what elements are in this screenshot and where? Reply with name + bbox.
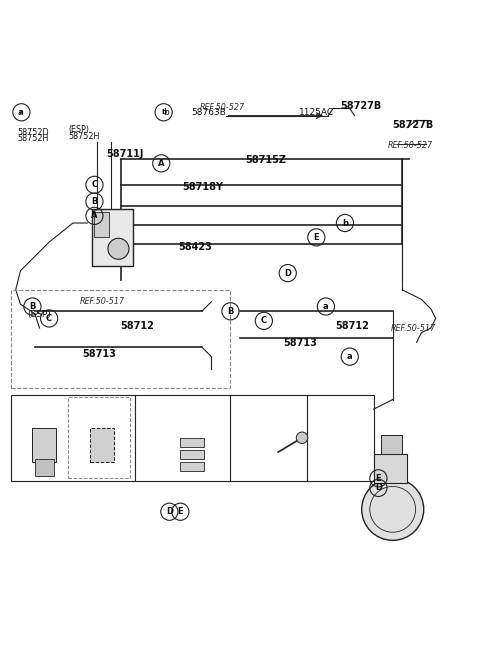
Text: A: A — [91, 211, 98, 220]
Text: (ESP): (ESP) — [28, 310, 51, 319]
Text: C: C — [91, 180, 97, 190]
Text: 58711J: 58711J — [107, 149, 144, 159]
Text: a: a — [18, 108, 23, 117]
Text: A: A — [158, 159, 165, 168]
Text: 58423: 58423 — [178, 242, 212, 252]
Bar — [90, 428, 114, 462]
Bar — [381, 436, 402, 455]
Text: D: D — [166, 507, 173, 516]
Bar — [11, 395, 373, 481]
Circle shape — [362, 478, 424, 541]
Text: REF.50-527: REF.50-527 — [199, 103, 245, 112]
Text: a: a — [323, 302, 329, 311]
Text: 58712: 58712 — [120, 321, 155, 331]
Text: E: E — [178, 507, 183, 516]
Text: 1125AC: 1125AC — [299, 108, 334, 117]
Text: REF.50-517: REF.50-517 — [80, 297, 125, 306]
Bar — [180, 450, 204, 459]
Text: D: D — [284, 268, 291, 277]
Text: b: b — [342, 218, 348, 228]
Text: C: C — [261, 316, 267, 325]
Text: 58763B: 58763B — [192, 108, 227, 117]
Text: 58715Z: 58715Z — [245, 155, 286, 165]
Text: a: a — [347, 352, 353, 361]
Text: B: B — [227, 307, 234, 316]
Text: 58727B: 58727B — [393, 120, 434, 130]
Bar — [95, 211, 109, 237]
Text: D: D — [375, 483, 382, 493]
Text: 58752H: 58752H — [18, 134, 49, 143]
Text: REF.50-527: REF.50-527 — [388, 141, 433, 150]
Bar — [35, 459, 54, 476]
Circle shape — [108, 238, 129, 259]
Text: 58752H: 58752H — [68, 132, 99, 140]
Bar — [92, 209, 132, 266]
Text: b: b — [163, 108, 169, 117]
Bar — [180, 438, 204, 447]
Bar — [33, 428, 56, 462]
Bar — [68, 397, 130, 478]
Text: 58712: 58712 — [336, 321, 369, 331]
Text: 58713: 58713 — [283, 338, 317, 348]
Text: b: b — [161, 110, 166, 115]
Text: B: B — [29, 302, 36, 311]
Bar — [180, 462, 204, 471]
Text: E: E — [375, 474, 381, 483]
Text: (ESP): (ESP) — [68, 125, 89, 134]
Text: REF.50-517: REF.50-517 — [390, 325, 435, 333]
Text: 58752D: 58752D — [18, 128, 49, 137]
Text: 58713: 58713 — [83, 349, 116, 359]
Bar — [11, 290, 230, 388]
Text: a: a — [19, 110, 24, 115]
Text: E: E — [313, 233, 319, 242]
Circle shape — [296, 432, 308, 443]
Text: B: B — [91, 197, 97, 206]
Bar — [373, 455, 407, 483]
Text: 58718Y: 58718Y — [183, 182, 224, 192]
Text: C: C — [46, 314, 52, 323]
Text: 58727B: 58727B — [340, 101, 382, 111]
